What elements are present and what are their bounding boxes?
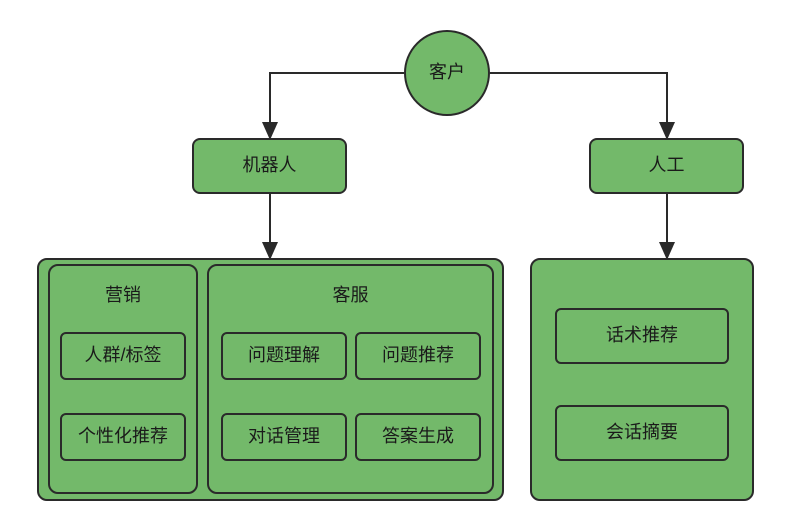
node-q-understand: 问题理解	[221, 332, 347, 380]
node-personalize-label: 个性化推荐	[78, 426, 168, 448]
node-q-recommend: 问题推荐	[355, 332, 481, 380]
edge-customer-human	[490, 73, 667, 138]
node-ans-gen-label: 答案生成	[382, 426, 454, 448]
node-human-label: 人工	[649, 155, 685, 177]
node-robot-label: 机器人	[243, 155, 297, 177]
node-sess-summary: 会话摘要	[555, 405, 729, 461]
node-human: 人工	[589, 138, 744, 194]
panel-human	[530, 258, 754, 501]
node-crowd-tag-label: 人群/标签	[84, 345, 161, 367]
edge-customer-robot	[270, 73, 404, 138]
panel-marketing-header: 营销	[50, 266, 196, 326]
node-dlg-manage: 对话管理	[221, 413, 347, 461]
node-crowd-tag: 人群/标签	[60, 332, 186, 380]
node-customer-label: 客户	[429, 62, 465, 84]
node-q-recommend-label: 问题推荐	[382, 345, 454, 367]
node-personalize: 个性化推荐	[60, 413, 186, 461]
node-ans-gen: 答案生成	[355, 413, 481, 461]
node-robot: 机器人	[192, 138, 347, 194]
node-sess-summary-label: 会话摘要	[606, 422, 678, 444]
node-customer: 客户	[404, 30, 490, 116]
node-q-understand-label: 问题理解	[248, 345, 320, 367]
node-dlg-manage-label: 对话管理	[248, 426, 320, 448]
panel-service-header: 客服	[209, 266, 492, 326]
node-script-rec-label: 话术推荐	[606, 325, 678, 347]
node-script-rec: 话术推荐	[555, 308, 729, 364]
